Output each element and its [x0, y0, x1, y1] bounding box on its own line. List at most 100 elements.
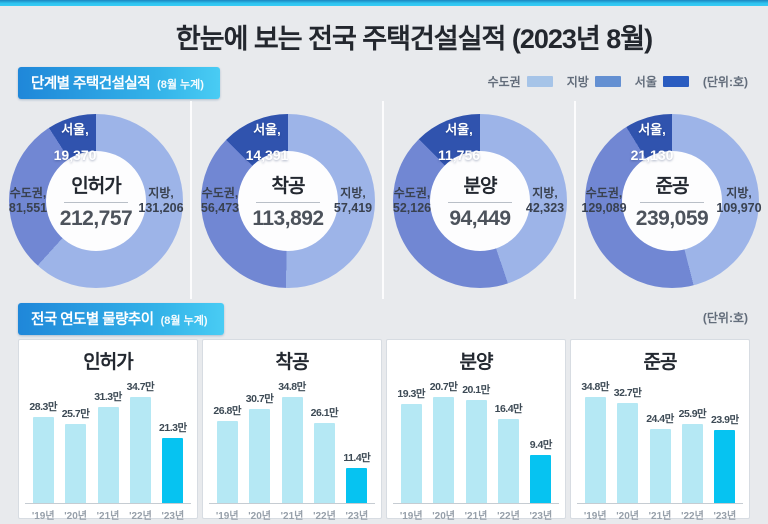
bar-column: 31.3만: [92, 389, 124, 503]
bar-card-inheoga: 인허가 28.3만 25.7만 31.3만 34.7만 21.3만 '19년 '20년 '21년…: [18, 339, 198, 522]
bar-column: 34.7만: [124, 379, 156, 503]
bar: [216, 421, 238, 503]
stage-section-label: 단계별 주택건설실적: [31, 76, 151, 92]
donut-total: 212,757: [59, 207, 133, 230]
bar: [584, 397, 606, 503]
bar-value-label: 31.3만: [94, 391, 122, 403]
x-axis-tick-label: '23년: [161, 511, 185, 522]
bar-plot-area: 34.8만 32.7만 24.4만 25.9만 23.9만: [577, 376, 743, 504]
donut-title: 착공: [271, 176, 306, 197]
donut-center: 분양 94,449: [430, 151, 530, 251]
donut-panel-chakgong: 착공 113,892 지방, 57,419 수도권, 56,473 서울, 14,391: [192, 101, 384, 299]
donut-panel-bunyang: 분양 94,449 지방, 42,323 수도권, 52,126 서울, 11,756: [384, 101, 576, 299]
donut-divider: [640, 202, 704, 203]
legend-swatch-jibang: [594, 76, 621, 87]
bar-plot-area: 26.8만 30.7만 34.8만 26.1만 11.4만: [209, 376, 375, 504]
x-axis-tick-label: '21년: [648, 511, 672, 522]
x-axis-tick-label: '22년: [681, 511, 704, 522]
donut-slice-label-지방: 지방, 109,970: [716, 186, 762, 215]
bar-value-label: 25.9만: [678, 408, 707, 420]
x-axis-tick-label: '19년: [399, 511, 423, 522]
donut-slice-label-지방: 지방, 57,419: [333, 186, 373, 215]
bar-value-label: 32.7만: [613, 387, 642, 399]
bar-column: 26.1만: [308, 405, 340, 503]
bar-column: 28.3만: [27, 399, 59, 503]
bar-value-label: 34.7만: [126, 381, 155, 393]
bar: [400, 404, 422, 503]
bar-value-label: 30.7만: [245, 393, 274, 405]
x-axis-tick-label: '22년: [129, 511, 152, 522]
donut-panel-inheoga: 인허가 212,757 지방, 131,206 수도권, 81,551 서울, 19,370: [0, 101, 192, 299]
bar-value-label: 26.8만: [213, 405, 241, 417]
legend-item-sudogwon: 수도권: [488, 73, 553, 90]
bar-value-label: 34.8만: [278, 381, 306, 393]
donut-slice-label-서울: 서울, 19,370: [53, 122, 97, 164]
donut-slice-label-수도권: 수도권, 56,473: [200, 186, 240, 215]
bar-value-label: 21.3만: [159, 422, 187, 434]
trend-section-label: 전국 연도별 물량추이: [31, 312, 154, 328]
legend-item-jibang: 지방: [567, 73, 621, 90]
stage-section-sublabel: (8월 누계): [157, 79, 204, 91]
bar: [617, 403, 639, 503]
bar-value-label: 9.4만: [529, 439, 553, 451]
unit-note-trend: (단위:호): [702, 311, 748, 325]
bar: [714, 430, 736, 503]
bar-value-label: 19.3만: [397, 388, 425, 400]
donut-total: 239,059: [635, 207, 709, 230]
donut-total: 94,449: [449, 207, 511, 230]
legend-swatch-sudogwon: [526, 76, 553, 87]
bar-column: 25.9만: [676, 406, 708, 503]
page-title: 한눈에 보는 전국 주택건설실적 (2023년 8월): [175, 24, 653, 54]
donut-chart-row: 인허가 212,757 지방, 131,206 수도권, 81,551 서울, 19,370…: [0, 101, 768, 301]
donut-ring: 인허가 212,757: [9, 114, 183, 288]
x-axis-tick-label: '23년: [345, 511, 369, 522]
bar: [281, 397, 303, 503]
bar-value-label: 20.7만: [429, 381, 458, 393]
bar-chart-title: 인허가: [83, 352, 133, 373]
bar: [649, 429, 671, 503]
bar: [530, 455, 552, 503]
bar-card-bunyang: 분양 19.3만 20.7만 20.1만 16.4만 9.4만 '19년 '20년 '21년 '2…: [386, 339, 566, 522]
donut-title: 준공: [655, 176, 690, 197]
trend-section-sublabel: (8월 누계): [160, 315, 208, 327]
donut-divider: [448, 202, 512, 203]
bar: [162, 438, 184, 503]
donut-center: 인허가 212,757: [46, 151, 146, 251]
x-axis-tick-label: '23년: [713, 511, 737, 522]
donut-title: 인허가: [71, 176, 121, 197]
donut-divider: [256, 202, 320, 203]
x-axis-tick-label: '20년: [432, 511, 455, 522]
trend-section-header-row: 전국 연도별 물량추이 (8월 누계) (단위:호): [10, 303, 758, 335]
bar-column: 32.7만: [611, 385, 643, 503]
bar: [465, 400, 487, 503]
x-axis-tick-label: '20년: [616, 511, 639, 522]
bar-value-label: 28.3만: [29, 401, 57, 413]
bar-x-axis-labels: '19년 '20년 '21년 '22년 '23년: [25, 507, 191, 522]
bar-chart-title: 분양: [459, 352, 494, 373]
donut-slice-label-수도권: 수도권, 52,126: [392, 186, 432, 215]
stage-section-band: 단계별 주택건설실적 (8월 누계): [18, 67, 220, 99]
region-legend: 수도권 지방 서울 (단위:호): [488, 73, 748, 90]
bar: [681, 424, 703, 503]
bar-x-axis-labels: '19년 '20년 '21년 '22년 '23년: [393, 507, 559, 522]
donut-slice-label-서울: 서울, 21,130: [630, 122, 674, 164]
bar: [433, 397, 455, 503]
bar-column: 23.9만: [709, 412, 741, 503]
bar-x-axis-labels: '19년 '20년 '21년 '22년 '23년: [577, 507, 743, 522]
donut-center: 준공 239,059: [622, 151, 722, 251]
legend-swatch-seoul: [662, 76, 689, 87]
x-axis-tick-label: '21년: [96, 511, 120, 522]
bar-column: 30.7만: [243, 391, 275, 503]
bar-column: 26.8만: [211, 403, 243, 503]
bar-column: 21.3만: [157, 420, 189, 503]
bar-card-jungong: 준공 34.8만 32.7만 24.4만 25.9만 23.9만 '19년 '20년 '21년 '…: [570, 339, 750, 522]
donut-ring: 착공 113,892: [201, 114, 375, 288]
x-axis-tick-label: '19년: [583, 511, 607, 522]
x-axis-tick-label: '22년: [497, 511, 520, 522]
bar: [497, 419, 519, 503]
x-axis-tick-label: '19년: [215, 511, 239, 522]
bar-value-label: 20.1만: [462, 384, 490, 396]
donut-slice-label-수도권: 수도권, 81,551: [8, 186, 48, 215]
bar: [249, 409, 271, 503]
bar-column: 20.1만: [460, 382, 492, 503]
